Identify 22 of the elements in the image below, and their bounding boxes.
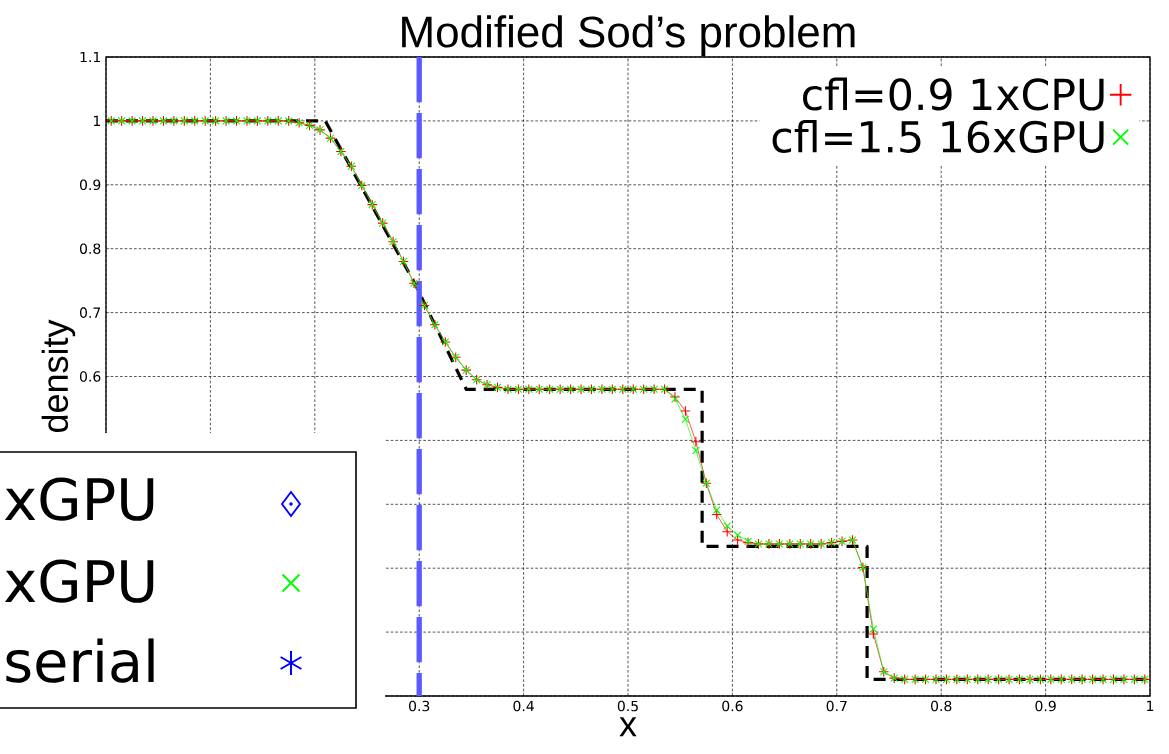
x-tick-label: 0.4 bbox=[513, 700, 534, 712]
legend-label: cfl=0.9 1xCPU bbox=[803, 77, 1104, 111]
x-tick-label: 0.3 bbox=[409, 700, 430, 712]
y-tick-label: 1 bbox=[93, 115, 100, 126]
legend-label: cfl=1.5 16xGPU bbox=[772, 119, 1104, 153]
annotation: xGPU bbox=[4, 559, 154, 603]
y-axis-title: density bbox=[41, 319, 76, 433]
x-tick-label: 0.6 bbox=[722, 700, 743, 712]
x-tick-label: 0.5 bbox=[617, 700, 638, 712]
x-tick-label: 0.9 bbox=[1035, 700, 1056, 712]
x-tick-label: 0.8 bbox=[931, 700, 952, 712]
x-tick-label: 0.7 bbox=[826, 700, 847, 712]
annotation: xGPU bbox=[4, 477, 154, 521]
annotation: serial bbox=[6, 638, 154, 683]
chart-title: Modified Sod’s problem bbox=[402, 15, 855, 57]
y-tick-label: 1.1 bbox=[80, 51, 100, 63]
y-tick-label: 0.7 bbox=[79, 307, 101, 318]
y-tick-label: 0.8 bbox=[79, 243, 101, 254]
x-axis-title: x bbox=[619, 717, 637, 737]
x-tick-label: 1 bbox=[1147, 700, 1154, 711]
y-tick-label: 0.6 bbox=[79, 371, 101, 382]
y-tick-label: 0.9 bbox=[79, 179, 101, 191]
